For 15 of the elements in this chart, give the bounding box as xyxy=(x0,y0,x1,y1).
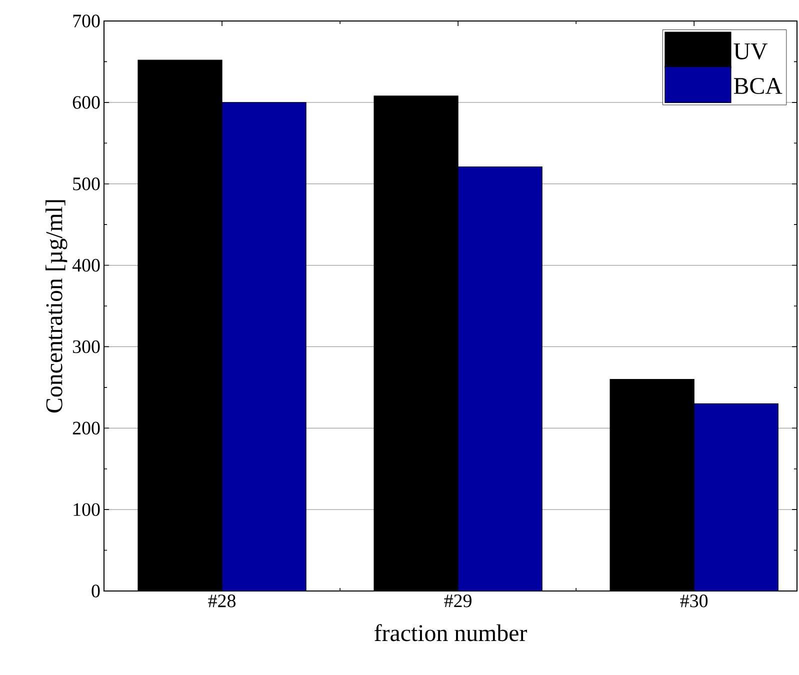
y-tick-label: 600 xyxy=(72,96,100,109)
y-axis-title: Concentration [µg/ml] xyxy=(45,200,68,412)
x-tick-label: #30 xyxy=(680,594,708,608)
legend-label: BCA xyxy=(734,78,782,94)
x-axis-title: fraction number xyxy=(374,624,527,642)
y-tick-label: 700 xyxy=(73,14,100,28)
y-tick-label: 100 xyxy=(74,503,100,516)
x-tick-label: #28 xyxy=(208,594,236,608)
x-tick-label: #29 xyxy=(444,594,472,608)
y-tick-label: 500 xyxy=(73,177,100,190)
legend-label: UV xyxy=(734,43,768,60)
y-tick-label: 300 xyxy=(72,340,100,354)
y-tick-label: 0 xyxy=(92,584,100,598)
y-tick-label: 400 xyxy=(72,258,100,272)
y-tick-label: 200 xyxy=(72,422,100,435)
